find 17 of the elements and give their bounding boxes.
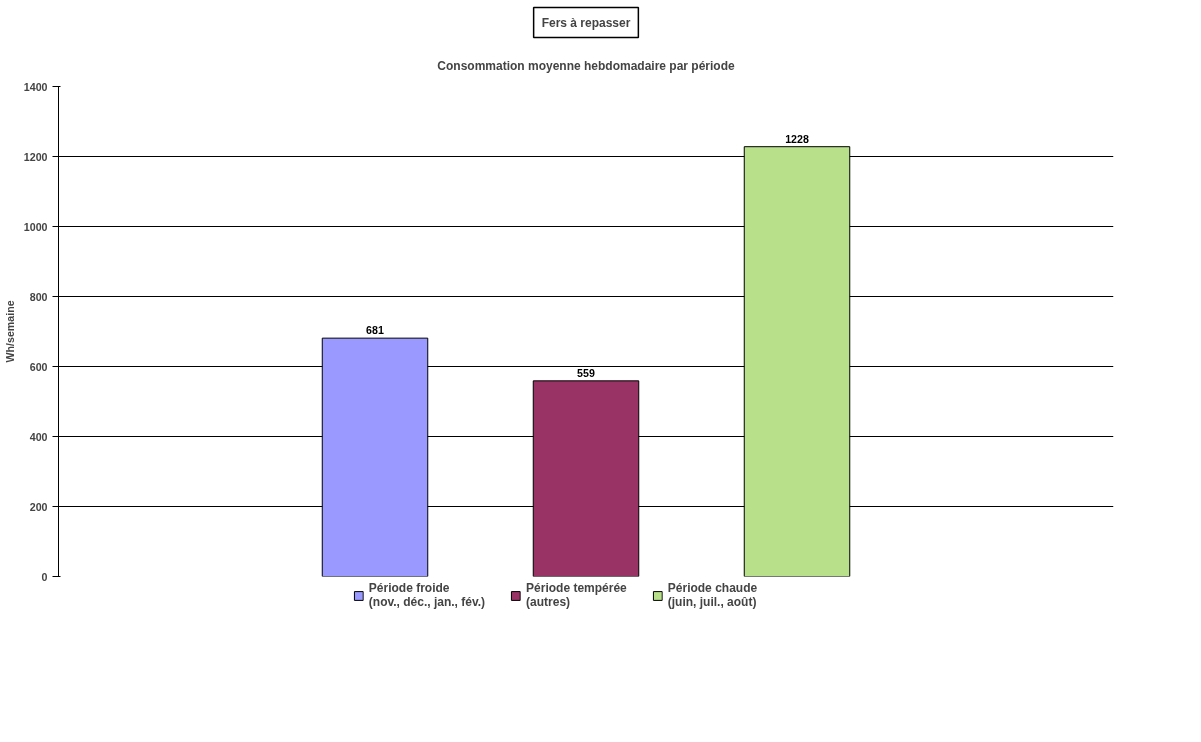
y-tick-label: 1200 [23, 150, 48, 163]
data-label: 1228 [785, 132, 809, 145]
y-tick-label: 1400 [23, 80, 48, 93]
y-tick-label: 200 [29, 500, 48, 513]
y-tick-label: 800 [29, 290, 48, 303]
data-label: 559 [577, 366, 595, 379]
chart-subtitle: Consommation moyenne hebdomadaire par période [437, 58, 736, 73]
legend-label: Période froide (nov., déc., jan., fév.) [368, 581, 486, 609]
y-tick-label: 1000 [23, 220, 48, 233]
data-label: 681 [366, 324, 384, 337]
y-axis-title: Wh/semaine [3, 300, 16, 363]
chart-title: Fers à repasser [541, 15, 631, 30]
y-tick-label: 600 [29, 360, 48, 373]
legend-label: Période chaude (juin, juil., août) [667, 581, 758, 609]
legend-label: Période tempérée (autres) [526, 581, 627, 609]
y-tick-label: 0 [41, 570, 48, 583]
y-tick-label: 400 [29, 430, 48, 443]
